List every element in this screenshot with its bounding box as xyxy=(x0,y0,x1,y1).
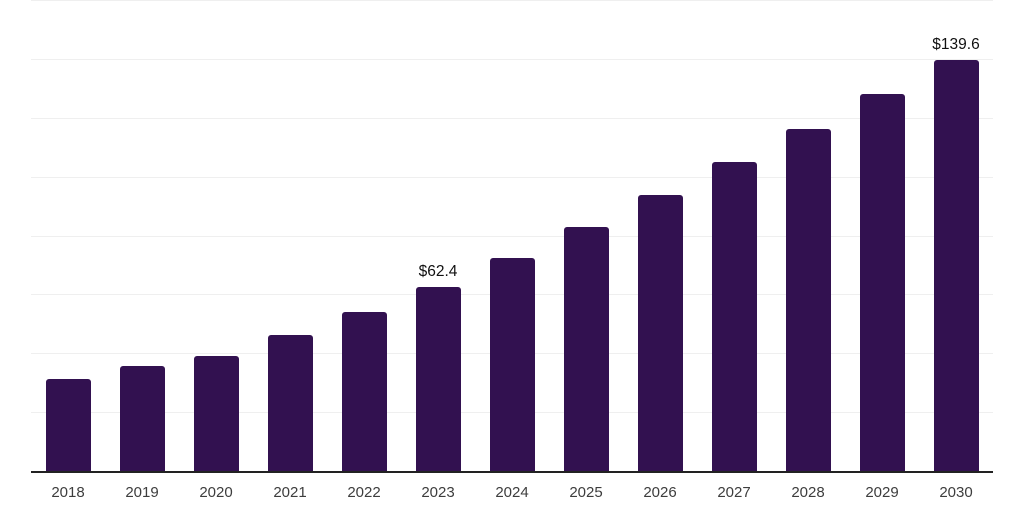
bar-2019 xyxy=(120,366,165,471)
bar-2024 xyxy=(490,258,535,471)
x-tick-label-2025: 2025 xyxy=(569,484,603,501)
x-axis-line xyxy=(31,471,993,473)
data-label-2030: $139.6 xyxy=(932,36,980,53)
bar-2022 xyxy=(342,312,387,471)
x-tick-label-2029: 2029 xyxy=(865,484,899,501)
data-label-2023: $62.4 xyxy=(418,263,458,280)
bar-2021 xyxy=(268,335,313,471)
bar-2030 xyxy=(934,60,979,471)
bar-2029 xyxy=(860,94,905,471)
chart-gridline xyxy=(31,236,993,237)
x-tick-label-2024: 2024 xyxy=(495,484,529,501)
x-tick-label-2023: 2023 xyxy=(421,484,455,501)
bar-2026 xyxy=(638,195,683,471)
bar-2023 xyxy=(416,287,461,471)
bar-2028 xyxy=(786,129,831,471)
chart-gridline xyxy=(31,177,993,178)
x-tick-label-2020: 2020 xyxy=(199,484,233,501)
x-tick-label-2022: 2022 xyxy=(347,484,381,501)
bar-2018 xyxy=(46,379,91,471)
x-tick-label-2026: 2026 xyxy=(643,484,677,501)
bar-2020 xyxy=(194,356,239,471)
chart-gridline xyxy=(31,0,993,1)
x-tick-label-2019: 2019 xyxy=(125,484,159,501)
x-tick-label-2021: 2021 xyxy=(273,484,307,501)
bar-2025 xyxy=(564,227,609,471)
bar-2027 xyxy=(712,162,757,471)
x-tick-label-2028: 2028 xyxy=(791,484,825,501)
chart-gridline xyxy=(31,59,993,60)
chart-gridline xyxy=(31,118,993,119)
x-tick-label-2018: 2018 xyxy=(51,484,85,501)
x-tick-label-2030: 2030 xyxy=(939,484,973,501)
x-tick-label-2027: 2027 xyxy=(717,484,751,501)
